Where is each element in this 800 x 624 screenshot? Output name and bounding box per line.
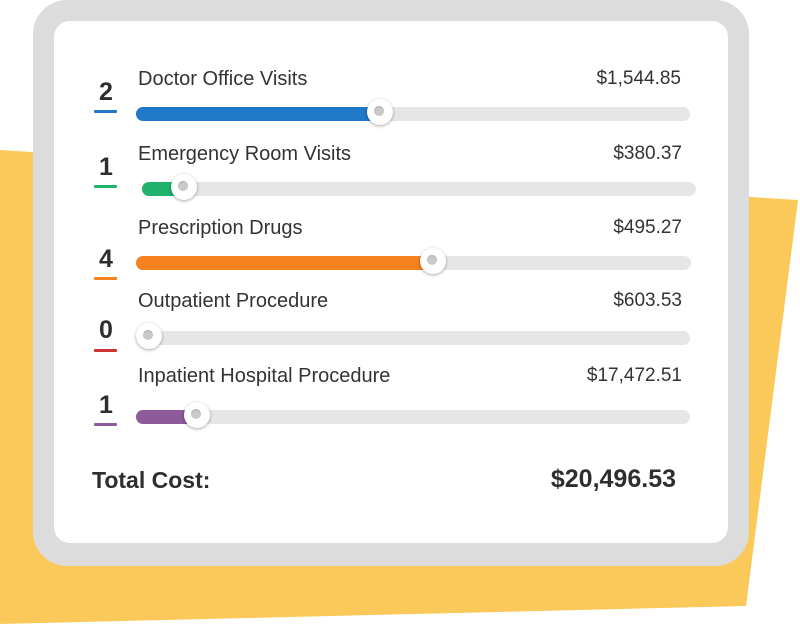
slider-thumb[interactable] — [367, 99, 393, 125]
row-count-underline — [94, 349, 117, 352]
row-emergency-room-visits: 1 Emergency Room Visits $380.37 — [54, 140, 728, 214]
slider-track[interactable] — [136, 402, 690, 428]
row-amount: $380.37 — [613, 143, 682, 164]
slider-fill — [136, 410, 197, 424]
row-doctor-office-visits: 2 Doctor Office Visits $1,544.85 — [54, 65, 728, 139]
slider-track[interactable] — [142, 174, 696, 200]
row-outpatient-procedure: 0 Outpatient Procedure $603.53 — [54, 288, 728, 362]
slider-fill — [136, 107, 380, 121]
row-count-underline — [94, 277, 117, 280]
row-count: 1 — [99, 391, 113, 419]
slider-thumb[interactable] — [184, 402, 210, 428]
total-cost-label: Total Cost: — [92, 467, 211, 493]
row-inpatient-hospital-procedure: 1 Inpatient Hospital Procedure $17,472.5… — [54, 363, 728, 437]
row-count-underline — [94, 185, 117, 188]
row-count-underline — [94, 423, 117, 426]
row-count-underline — [94, 110, 117, 113]
row-count: 2 — [99, 78, 113, 106]
slider-track[interactable] — [136, 323, 690, 349]
row-amount: $603.53 — [613, 290, 682, 311]
row-label: Outpatient Procedure — [138, 290, 329, 312]
row-count: 1 — [99, 153, 113, 181]
row-prescription-drugs: 4 Prescription Drugs $495.27 — [54, 214, 728, 288]
total-cost-value: $20,496.53 — [550, 465, 676, 493]
cost-card: 2 Doctor Office Visits $1,544.85 1 Emerg… — [54, 21, 728, 543]
slider-thumb[interactable] — [136, 323, 162, 349]
row-label: Emergency Room Visits — [138, 143, 352, 165]
row-label: Inpatient Hospital Procedure — [138, 365, 391, 387]
slider-thumb[interactable] — [420, 248, 446, 274]
row-label: Prescription Drugs — [138, 217, 303, 239]
row-amount: $1,544.85 — [596, 68, 681, 89]
row-label: Doctor Office Visits — [138, 68, 308, 90]
slider-fill — [136, 256, 433, 270]
row-count: 0 — [99, 316, 113, 344]
row-amount: $495.27 — [613, 217, 682, 238]
slider-thumb[interactable] — [171, 174, 197, 200]
row-count: 4 — [99, 245, 113, 273]
slider-track[interactable] — [136, 99, 690, 125]
row-amount: $17,472.51 — [586, 365, 682, 386]
slider-track[interactable] — [136, 248, 691, 274]
